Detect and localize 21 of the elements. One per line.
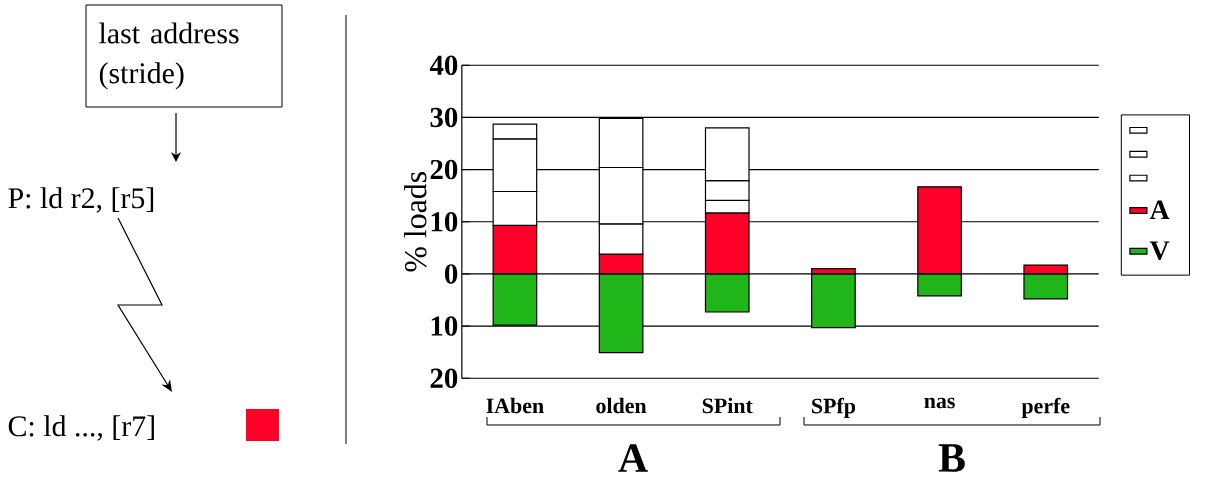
text: P: ld r2, [r5]: [8, 187, 154, 213]
y-tick-label: 0: [444, 264, 458, 284]
y-tick-label: 10: [431, 212, 458, 232]
text: C: ld ..., [r7]: [8, 415, 154, 441]
x-tick-label: olden: [596, 397, 647, 414]
legend-label: A: [1149, 200, 1170, 219]
x-tick-label: nas: [924, 397, 955, 409]
y-tick-label: 10: [431, 316, 458, 336]
legend-label: V: [1149, 241, 1170, 261]
x-tick-label: IAben: [486, 397, 544, 414]
x-tick-label: SPfp: [812, 397, 856, 418]
y-tick-label: 20: [430, 159, 458, 180]
x-tick-label: SPint: [702, 397, 753, 414]
text: B: [938, 444, 965, 472]
y-tick-label: 30: [430, 107, 458, 128]
y-tick-label: 20: [430, 368, 458, 389]
y-tick-label: 40: [429, 55, 458, 76]
y-axis-title: % loads: [404, 172, 427, 272]
x-tick-label: perfe: [1021, 397, 1070, 418]
text: last address (stride): [99, 22, 239, 90]
text: A: [618, 444, 648, 472]
